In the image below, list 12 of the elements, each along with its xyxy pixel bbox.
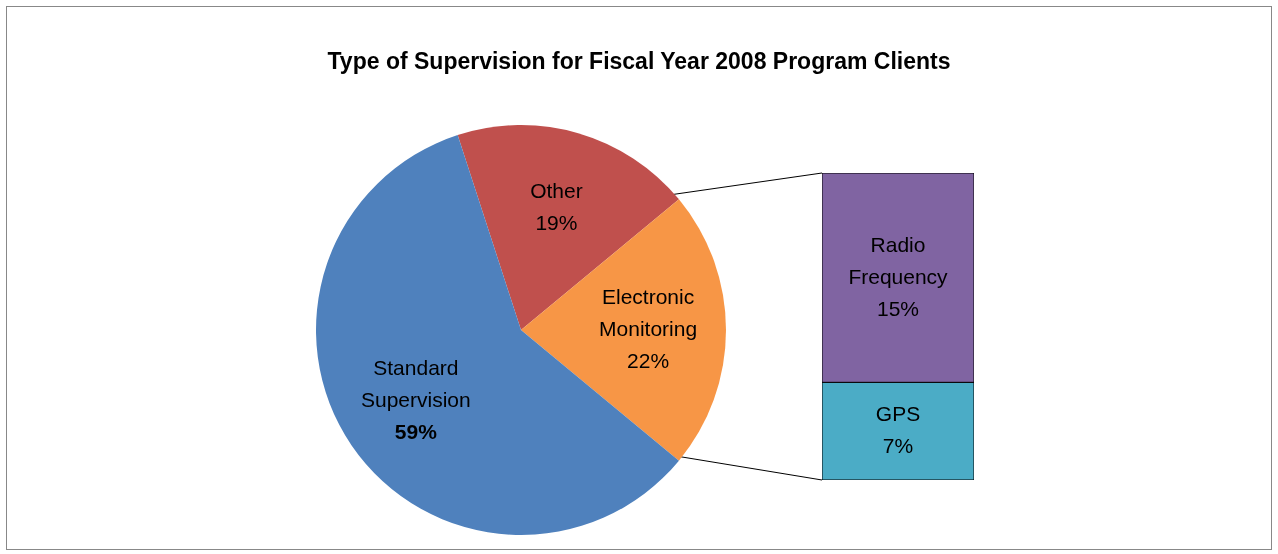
data-label: 19% — [535, 210, 578, 234]
pie-slice — [521, 199, 726, 461]
data-label: 7% — [882, 433, 914, 457]
slice-label: Electronic Monitoring — [599, 284, 698, 340]
data-label: 15% — [876, 296, 920, 320]
slice-label: Standard Supervision — [361, 355, 471, 411]
series-label: Radio Frequency — [848, 232, 949, 288]
data-label: 59% — [394, 419, 438, 443]
slice-label: Other — [530, 178, 583, 202]
data-label: 22% — [627, 348, 670, 372]
chart-title: Type of Supervision for Fiscal Year 2008 Program Clients — [326, 48, 952, 75]
series-label: GPS — [875, 401, 921, 425]
